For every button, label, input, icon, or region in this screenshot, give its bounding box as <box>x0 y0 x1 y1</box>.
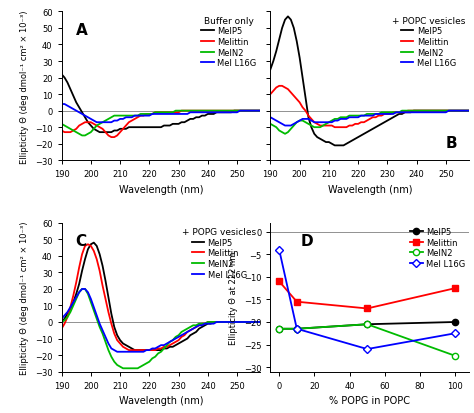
Text: D: D <box>300 234 313 249</box>
Text: C: C <box>75 234 87 249</box>
X-axis label: Wavelength (nm): Wavelength (nm) <box>328 184 412 195</box>
Legend: MelP5, Melittin, MelN2, Mel L16G: MelP5, Melittin, MelN2, Mel L16G <box>201 17 256 68</box>
Legend: MelP5, Melittin, MelN2, Mel L16G: MelP5, Melittin, MelN2, Mel L16G <box>410 228 465 268</box>
Legend: MelP5, Melittin, MelN2, Mel L16G: MelP5, Melittin, MelN2, Mel L16G <box>392 17 465 68</box>
Y-axis label: Ellipticity Θ (deg dmol⁻¹ cm² × 10⁻³): Ellipticity Θ (deg dmol⁻¹ cm² × 10⁻³) <box>20 10 29 163</box>
Text: B: B <box>446 135 457 150</box>
Text: A: A <box>75 23 87 38</box>
X-axis label: Wavelength (nm): Wavelength (nm) <box>119 395 203 405</box>
X-axis label: % POPG in POPC: % POPG in POPC <box>329 395 410 405</box>
X-axis label: Wavelength (nm): Wavelength (nm) <box>119 184 203 195</box>
Y-axis label: Ellipticity Θ (deg dmol⁻¹ cm² × 10⁻³): Ellipticity Θ (deg dmol⁻¹ cm² × 10⁻³) <box>20 221 29 374</box>
Y-axis label: Ellipticity Θ at 222 nm: Ellipticity Θ at 222 nm <box>229 251 238 344</box>
Legend: MelP5, Melittin, MelN2, Mel L16G: MelP5, Melittin, MelN2, Mel L16G <box>182 228 256 279</box>
